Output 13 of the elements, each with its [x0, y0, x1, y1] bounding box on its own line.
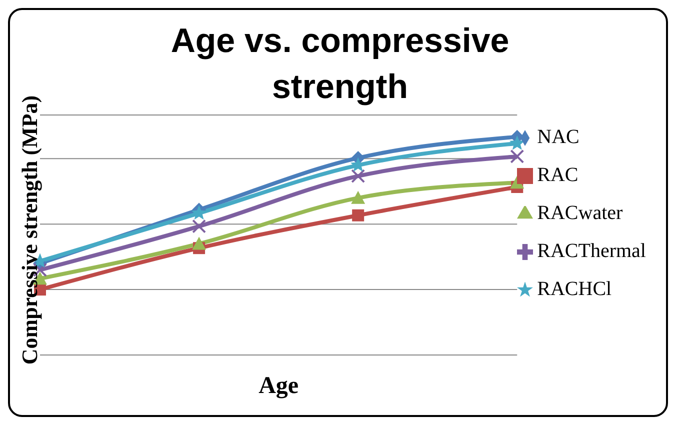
chart-title: Age vs. compressive strength	[170, 21, 510, 108]
legend-label: RACHCl	[537, 278, 612, 300]
y-axis-title: Compressive strength (MPa)	[17, 95, 43, 365]
point	[351, 190, 366, 204]
point	[352, 209, 364, 222]
legend-label: RACwater	[537, 202, 623, 224]
x-axis-title: Age	[258, 373, 299, 399]
point	[191, 205, 207, 220]
legend-label: RAC	[537, 164, 578, 186]
point	[510, 135, 525, 150]
legend-label: NAC	[537, 126, 580, 148]
point	[192, 236, 206, 250]
legend-label: RACThermal	[537, 240, 646, 262]
